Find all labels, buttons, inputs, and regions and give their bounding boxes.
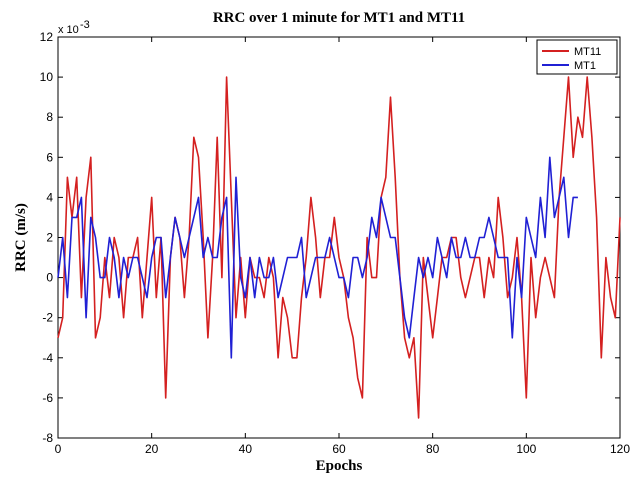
x-tick-label: 80: [426, 442, 440, 456]
y-tick-label: 12: [40, 30, 54, 44]
y-tick-label: 8: [46, 110, 53, 124]
legend: MT11 MT1: [536, 39, 618, 75]
y-axis: -8 -6 -4 -2 0 2 4 6 8 10 12: [40, 30, 620, 445]
y-tick-label: 0: [46, 271, 53, 285]
plot-area: [57, 36, 621, 439]
series-line-mt1: [57, 156, 578, 359]
x-tick-label: 60: [332, 442, 346, 456]
series-layer: [57, 76, 621, 419]
x-axis-label: Epochs: [316, 458, 363, 474]
legend-box: [536, 39, 618, 75]
y-tick-label: -8: [42, 431, 53, 445]
y-tick-label: 2: [46, 231, 53, 245]
y-tick-label: -6: [42, 391, 53, 405]
y-tick-label: 6: [46, 150, 53, 164]
y-tick-label: -2: [42, 311, 53, 325]
y-axis-exponent-power: -3: [80, 19, 90, 31]
y-tick-label: -4: [42, 351, 53, 365]
x-tick-label: 0: [55, 442, 62, 456]
y-tick-label: 10: [40, 70, 54, 84]
x-tick-label: 100: [516, 442, 536, 456]
legend-label-mt11: MT11: [574, 46, 601, 58]
x-axis: 0 20 40 60 80 100 120: [55, 37, 630, 456]
x-tick-label: 20: [145, 442, 159, 456]
series-line-mt11: [57, 76, 621, 419]
x-tick-label: 120: [610, 442, 630, 456]
x-tick-label: 40: [239, 442, 253, 456]
y-axis-exponent: x 10: [58, 24, 79, 36]
y-axis-label: RRC (m/s): [13, 203, 29, 272]
y-tick-label: 4: [46, 190, 53, 204]
chart-title: RRC over 1 minute for MT1 and MT11: [213, 10, 465, 26]
legend-label-mt1: MT1: [574, 60, 596, 72]
